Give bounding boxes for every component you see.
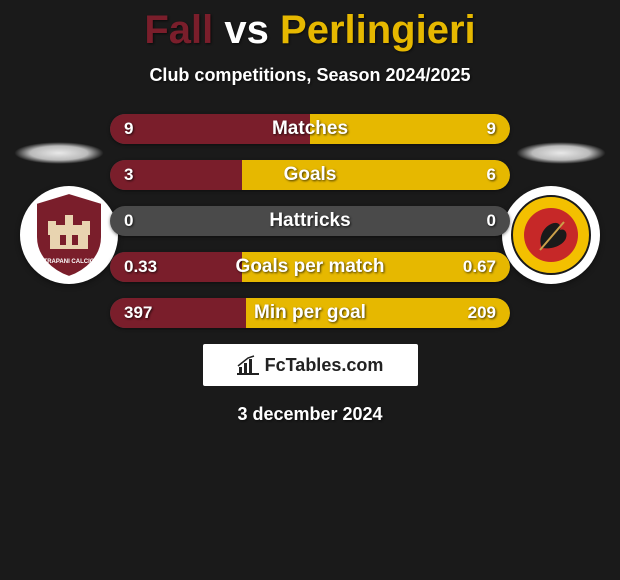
subtitle: Club competitions, Season 2024/2025	[0, 65, 620, 86]
brand-text: FcTables.com	[265, 355, 384, 376]
brand-box[interactable]: FcTables.com	[203, 344, 418, 386]
page-title: Fall vs Perlingieri	[0, 0, 620, 53]
bar-chart-icon	[237, 355, 259, 375]
comparison-content: TRAPANI CALCIO 99Matches 36Goals 00Hattric…	[0, 114, 620, 425]
stat-row: 99Matches	[110, 114, 510, 144]
player1-shadow	[14, 142, 104, 164]
stat-row: 397209Min per goal	[110, 298, 510, 328]
stats-container: 99Matches 36Goals 00Hattricks 0.330.67Goals…	[110, 114, 510, 328]
team-badge-right	[502, 186, 600, 284]
stat-row: 36Goals	[110, 160, 510, 190]
svg-text:TRAPANI CALCIO: TRAPANI CALCIO	[44, 259, 95, 265]
stat-row: 0.330.67Goals per match	[110, 252, 510, 282]
stat-row: 00Hattricks	[110, 206, 510, 236]
trapani-crest-icon: TRAPANI CALCIO	[30, 191, 108, 279]
stat-label: Matches	[110, 118, 510, 140]
team-badge-left: TRAPANI CALCIO	[20, 186, 118, 284]
player2-shadow	[516, 142, 606, 164]
title-player1: Fall	[144, 8, 213, 52]
stat-label: Hattricks	[110, 210, 510, 232]
stat-label: Goals per match	[110, 256, 510, 278]
benevento-crest-icon	[510, 194, 592, 276]
title-player2: Perlingieri	[280, 8, 476, 52]
date-label: 3 december 2024	[0, 404, 620, 425]
title-vs: vs	[224, 8, 269, 52]
stat-label: Min per goal	[110, 302, 510, 324]
stat-label: Goals	[110, 164, 510, 186]
